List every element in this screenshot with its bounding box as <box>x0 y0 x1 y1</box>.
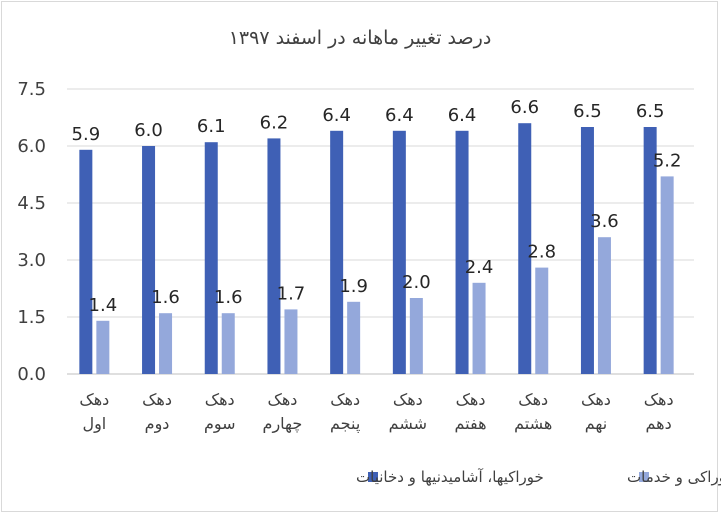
legend-swatch <box>368 472 378 482</box>
bar <box>472 282 486 374</box>
data-label: 5.2 <box>653 150 682 171</box>
x-tick-label: دهم <box>646 414 672 433</box>
data-label: 2.0 <box>402 272 431 293</box>
data-label: 5.9 <box>72 124 101 145</box>
x-tick-label: دهک <box>581 390 611 409</box>
bar <box>535 267 549 374</box>
data-label: 6.5 <box>573 101 602 122</box>
legend-label: کالاهای غیر خوراکی و خدمات <box>627 468 721 486</box>
y-tick-label: 6.0 <box>17 136 46 157</box>
x-tick-label: دهک <box>456 390 486 409</box>
x-tick-label: سوم <box>204 414 236 434</box>
y-tick-label: 4.5 <box>17 193 46 214</box>
y-axis-ticks: 0.0 1.5 3.0 4.5 6.0 7.5 <box>17 79 46 385</box>
x-tick-label: دهک <box>79 390 109 409</box>
x-tick-label: اول <box>82 414 106 434</box>
y-tick-label: 3.0 <box>17 250 46 271</box>
x-tick-label: دهک <box>268 390 298 409</box>
bar <box>347 301 361 374</box>
chart-title: درصد تغییر ماهانه در اسفند ۱۳۹۷ <box>229 27 492 49</box>
bar <box>330 130 344 374</box>
bar <box>79 149 93 374</box>
data-label: 2.8 <box>527 242 556 263</box>
bar <box>204 142 218 374</box>
y-tick-label: 0.0 <box>17 364 46 385</box>
data-label: 6.5 <box>636 101 665 122</box>
data-label: 6.1 <box>197 116 226 137</box>
bar <box>96 320 110 374</box>
bar <box>409 298 423 374</box>
bar <box>518 123 532 374</box>
data-label: 2.4 <box>465 257 494 278</box>
x-tick-label: نهم <box>585 414 607 434</box>
data-labels: 5.9 1.4 6.0 1.6 6.1 1.6 6.2 1.7 6.4 1.9 6.4 2.0 6.4 2… <box>72 97 682 316</box>
data-label: 6.4 <box>385 105 414 126</box>
data-label: 1.9 <box>339 276 368 297</box>
x-tick-label: دهک <box>518 390 548 409</box>
bars <box>79 123 674 374</box>
data-label: 6.4 <box>448 105 477 126</box>
bar <box>159 313 173 374</box>
x-tick-label: هشتم <box>514 414 552 433</box>
bar <box>643 127 657 374</box>
data-label: 6.0 <box>134 120 163 141</box>
x-tick-label: هفتم <box>455 414 487 433</box>
data-label: 3.6 <box>590 211 619 232</box>
legend-label: خوراکیها، آشامیدنیها و دخانیات <box>356 468 544 486</box>
data-label: 6.6 <box>510 97 539 118</box>
legend: خوراکیها، آشامیدنیها و دخانیات کالاهای غی… <box>356 468 721 486</box>
legend-swatch <box>639 472 649 482</box>
x-tick-label: دهک <box>205 390 235 409</box>
x-tick-label: دهک <box>393 390 423 409</box>
x-tick-label: دهک <box>142 390 172 409</box>
bar <box>221 313 235 374</box>
bar <box>660 176 674 374</box>
x-tick-label: دهک <box>330 390 360 409</box>
y-tick-label: 7.5 <box>17 79 46 100</box>
bar <box>455 130 469 374</box>
x-tick-label: پنجم <box>330 414 360 434</box>
bar <box>597 237 611 374</box>
data-label: 6.2 <box>260 112 289 133</box>
x-tick-label: ششم <box>389 414 427 433</box>
data-label: 1.4 <box>89 295 118 316</box>
bar <box>580 127 594 374</box>
data-label: 6.4 <box>322 105 351 126</box>
y-tick-label: 1.5 <box>17 307 46 328</box>
data-label: 1.7 <box>277 283 306 304</box>
x-tick-label: دهک <box>644 390 674 409</box>
bar <box>284 309 298 374</box>
bar <box>267 138 281 374</box>
x-axis-labels: دهک اول دهک دوم دهک سوم دهک چهارم دهک پنجم دهک ششم د… <box>79 390 673 434</box>
data-label: 1.6 <box>214 287 243 308</box>
x-tick-label: چهارم <box>263 414 303 434</box>
data-label: 1.6 <box>151 287 180 308</box>
bar <box>142 146 156 374</box>
bar <box>392 130 406 374</box>
x-tick-label: دوم <box>145 414 170 434</box>
